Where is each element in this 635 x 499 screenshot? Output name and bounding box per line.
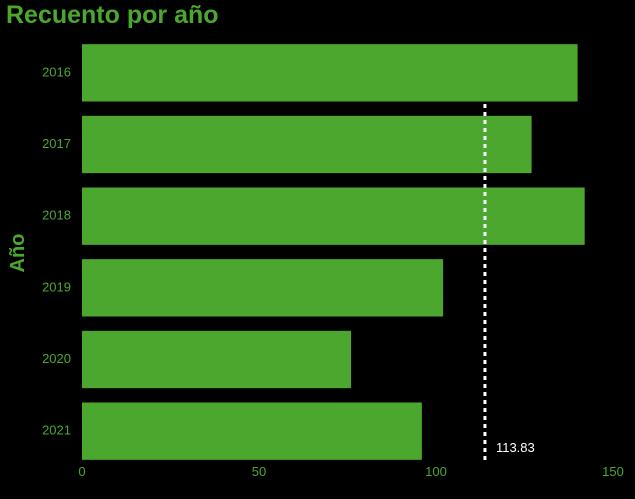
bar-2017	[82, 115, 532, 174]
x-tick-label-100: 100	[425, 464, 447, 479]
category-labels-group: 2016 2017 2018 2019 2020 2021	[42, 64, 71, 437]
bar-2021	[82, 402, 422, 460]
category-label-2017: 2017	[42, 136, 71, 151]
category-label-2021: 2021	[42, 423, 71, 438]
category-label-2020: 2020	[42, 351, 71, 366]
bar-2019	[82, 259, 444, 317]
chart-title: Recuento por año	[6, 1, 219, 29]
y-axis-title: Año	[7, 234, 29, 273]
x-tick-labels-group: 0 50 100 150	[78, 464, 623, 479]
bars-group	[82, 44, 585, 460]
x-tick-label-150: 150	[602, 464, 624, 479]
bar-2020	[82, 330, 352, 389]
category-label-2019: 2019	[42, 279, 71, 294]
bar-2016	[82, 44, 578, 102]
average-reference-label: 113.83	[496, 440, 535, 455]
category-label-2016: 2016	[42, 64, 71, 79]
bar-2018	[82, 187, 585, 245]
category-label-2018: 2018	[42, 208, 71, 223]
x-tick-label-50: 50	[252, 464, 266, 479]
x-tick-label-0: 0	[78, 464, 85, 479]
